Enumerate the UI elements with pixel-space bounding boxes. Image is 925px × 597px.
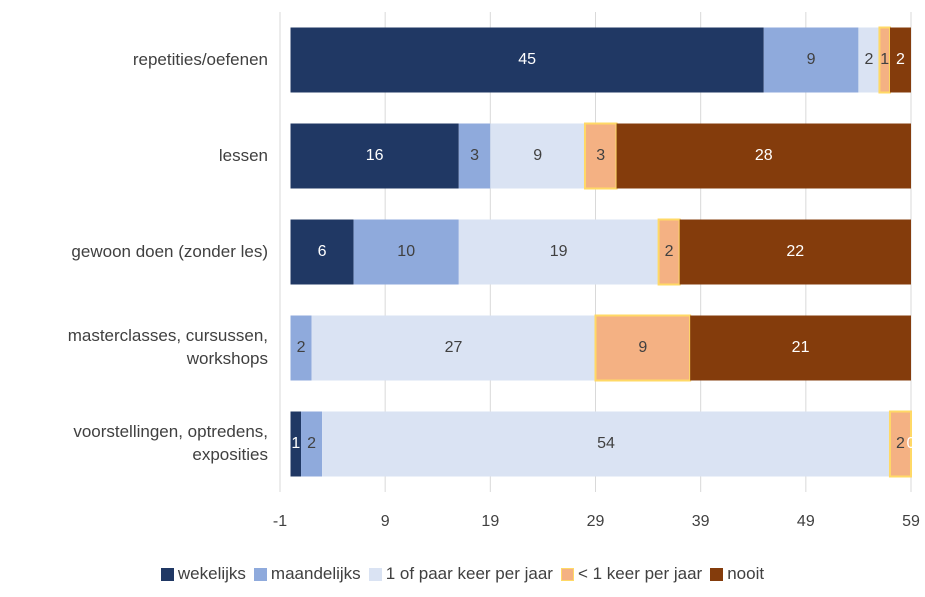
bar-segment <box>290 219 354 285</box>
data-label: 3 <box>596 147 605 164</box>
bar-segment <box>594 314 692 382</box>
legend-swatch <box>368 567 382 581</box>
x-tick-label: 49 <box>797 513 815 530</box>
legend-label: wekelijks <box>177 564 246 583</box>
category-label-box: lessen <box>218 145 268 165</box>
data-label: 2 <box>307 435 316 452</box>
bar-segment <box>889 27 911 93</box>
data-label: 19 <box>550 243 568 260</box>
data-label: 22 <box>786 243 804 260</box>
data-label: 2 <box>896 435 905 452</box>
y-tick-label: gewoon doen (zonder les) <box>71 241 268 261</box>
category-label-box: masterclasses, cursussen, workshops <box>67 326 268 368</box>
data-label: 2 <box>297 339 306 356</box>
data-label: 6 <box>318 243 327 260</box>
legend-item: nooit <box>710 564 764 584</box>
data-label: 1 <box>880 51 889 68</box>
legend: wekelijks maandelijks 1 of paar keer per j… <box>0 564 925 584</box>
bar-segment <box>458 123 491 189</box>
bar-segment <box>490 123 585 189</box>
y-tick-label: lessen <box>218 145 268 165</box>
data-label: 2 <box>896 51 905 68</box>
bar-segment <box>311 315 596 381</box>
category-label-box: repetities/oefenen <box>132 49 268 69</box>
legend-swatch <box>253 567 267 581</box>
bar-segment <box>322 411 890 477</box>
bar-segment <box>690 315 911 381</box>
bar-segment <box>657 218 681 286</box>
bar-segment <box>858 27 880 93</box>
bar-segment <box>290 411 302 477</box>
x-tick-label: 59 <box>902 513 920 530</box>
legend-swatch <box>710 567 724 581</box>
x-tick-label: 9 <box>381 513 390 530</box>
legend-item: wekelijks <box>160 564 246 584</box>
data-label: 21 <box>792 339 810 356</box>
y-tick-label: repetities/oefenen <box>132 49 268 69</box>
data-label: 28 <box>755 147 773 164</box>
legend-swatch <box>560 567 574 581</box>
data-label: 45 <box>518 51 536 68</box>
data-label: 10 <box>397 243 415 260</box>
x-tick-label: 29 <box>587 513 605 530</box>
bar-segment <box>353 219 459 285</box>
legend-swatch <box>160 567 174 581</box>
data-label: 2 <box>665 243 674 260</box>
legend-label: nooit <box>727 564 765 583</box>
legend-item: maandelijks <box>253 564 361 584</box>
bar-segment <box>616 123 911 189</box>
data-label: 9 <box>807 51 816 68</box>
x-tick-label: 39 <box>692 513 710 530</box>
bar-segment <box>290 27 764 93</box>
legend-label: < 1 keer per jaar <box>577 564 703 583</box>
bar-segment <box>301 411 323 477</box>
y-tick-label: voorstellingen, optredens, exposities <box>73 422 268 464</box>
data-label: 2 <box>864 51 873 68</box>
legend-label: maandelijks <box>270 564 361 583</box>
data-label: 9 <box>533 147 542 164</box>
data-label: 16 <box>366 147 384 164</box>
y-tick-label: masterclasses, cursussen, workshops <box>67 326 268 368</box>
data-label: 9 <box>638 339 647 356</box>
category-label-box: voorstellingen, optredens, exposities <box>73 422 268 464</box>
legend-label: 1 of paar keer per jaar <box>385 564 553 583</box>
bar-segment <box>290 123 459 189</box>
bar-segment <box>290 315 312 381</box>
data-label: 1 <box>291 435 300 452</box>
bar-segment <box>763 27 859 93</box>
bar-segment <box>458 219 659 285</box>
legend-item: < 1 keer per jaar <box>560 564 703 584</box>
x-tick-label: -1 <box>273 513 287 530</box>
bar-segment <box>888 410 913 478</box>
data-label: 3 <box>470 147 479 164</box>
category-label-box: gewoon doen (zonder les) <box>71 241 268 261</box>
legend-item: 1 of paar keer per jaar <box>368 564 553 584</box>
data-label: 54 <box>597 435 615 452</box>
x-tick-label: 19 <box>481 513 499 530</box>
data-label: 27 <box>445 339 463 356</box>
bar-segment <box>679 219 911 285</box>
data-label: 0 <box>907 435 916 452</box>
